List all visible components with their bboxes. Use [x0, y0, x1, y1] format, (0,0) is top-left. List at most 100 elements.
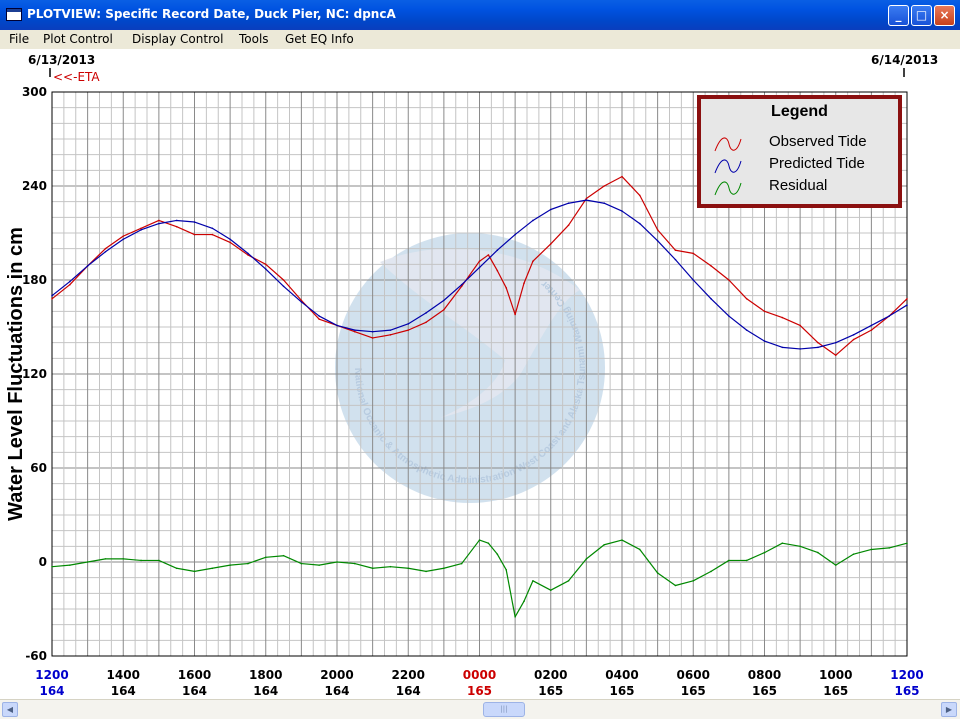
data-point [496, 249, 499, 252]
scroll-right-button[interactable]: ▶ [941, 702, 957, 717]
data-point [478, 266, 481, 269]
plot-grid [51, 91, 908, 657]
line-segment [523, 580, 534, 602]
line-segment [443, 562, 462, 569]
legend-label-observed: Observed Tide [769, 133, 867, 150]
line-segment [568, 199, 587, 204]
menu-display-control[interactable]: Display Control [132, 32, 224, 46]
x-tick-day-label: 165 [894, 684, 919, 698]
line-segment [853, 324, 872, 336]
line-segment [194, 221, 213, 229]
data-point [763, 551, 766, 554]
line-segment [817, 342, 837, 356]
scroll-left-button[interactable]: ◀ [2, 702, 18, 717]
series-residual [51, 539, 908, 618]
line-segment [550, 224, 569, 245]
line-segment [889, 542, 908, 549]
data-point [834, 564, 837, 566]
data-point [211, 233, 214, 236]
data-point [425, 312, 427, 314]
maximize-button[interactable]: □ [911, 5, 932, 26]
data-point [354, 330, 356, 333]
data-point [478, 539, 481, 541]
noaa-watermark: National Oceanic & Atmospheric Administr… [335, 233, 605, 503]
data-point [460, 562, 463, 565]
line-segment [710, 559, 730, 572]
title-bar: PLOTVIEW: Specific Record Date, Duck Pie… [0, 0, 960, 30]
data-point [389, 329, 392, 331]
line-segment [283, 555, 302, 565]
data-point [371, 567, 374, 570]
data-point [460, 283, 463, 286]
line-segment [336, 324, 355, 331]
line-segment [158, 559, 177, 569]
menu-tools[interactable]: Tools [239, 32, 269, 46]
line-segment [51, 564, 70, 568]
line-segment [550, 202, 569, 211]
data-point [175, 225, 178, 228]
line-segment [523, 260, 534, 284]
data-point [532, 580, 534, 582]
data-point [336, 561, 338, 563]
line-segment [176, 219, 195, 223]
data-point [870, 548, 873, 551]
data-point [523, 600, 525, 602]
menu-plot-control[interactable]: Plot Control [43, 32, 113, 46]
data-point [692, 580, 695, 582]
line-segment [888, 304, 908, 317]
line-segment [514, 282, 525, 315]
close-button[interactable]: × [934, 5, 955, 26]
line-segment [425, 299, 445, 314]
data-point [567, 224, 570, 226]
menu-get-eq-info[interactable]: Get EQ Info [285, 32, 354, 46]
x-tick-day-label: 164 [182, 684, 207, 698]
line-segment [710, 298, 730, 317]
data-point [86, 265, 89, 267]
data-point [532, 260, 534, 263]
data-point [389, 334, 392, 336]
line-segment [390, 566, 409, 569]
line-segment [265, 263, 284, 281]
data-point [603, 543, 605, 546]
data-point [282, 279, 285, 281]
line-segment [675, 580, 694, 587]
data-point [799, 324, 801, 327]
line-segment [461, 267, 480, 286]
data-point [193, 221, 196, 223]
minimize-button[interactable]: _ [888, 5, 909, 26]
line-segment [532, 580, 552, 591]
data-point [692, 279, 695, 281]
scroll-thumb[interactable]: ||| [483, 702, 525, 717]
data-point [621, 175, 623, 178]
data-point [496, 553, 499, 555]
menu-file[interactable]: File [9, 32, 30, 46]
data-point [300, 301, 303, 303]
x-tick-time-label: 1600 [178, 668, 211, 682]
data-point [407, 567, 410, 570]
data-point [425, 570, 427, 573]
line-segment [211, 227, 231, 240]
line-segment [122, 229, 142, 240]
data-point [443, 308, 445, 311]
y-tick-label: 240 [22, 179, 47, 193]
data-point [674, 249, 677, 252]
line-segment [408, 321, 427, 331]
horizontal-scrollbar[interactable]: ◀ ||| ▶ [0, 699, 960, 719]
line-segment [265, 268, 284, 287]
data-point [175, 219, 178, 222]
data-point [354, 329, 356, 331]
x-tick-time-label: 2000 [320, 668, 353, 682]
line-segment [764, 340, 783, 348]
data-point [745, 329, 748, 331]
data-point [175, 567, 178, 570]
line-segment [782, 317, 801, 326]
x-tick-time-label: 1200 [890, 668, 923, 682]
y-tick-label: -60 [25, 649, 47, 663]
line-segment [586, 199, 605, 204]
line-segment [835, 334, 854, 344]
data-point [549, 208, 552, 211]
line-segment [853, 548, 872, 555]
x-tick-day-label: 164 [324, 684, 349, 698]
line-segment [853, 329, 872, 341]
data-point [656, 240, 659, 242]
